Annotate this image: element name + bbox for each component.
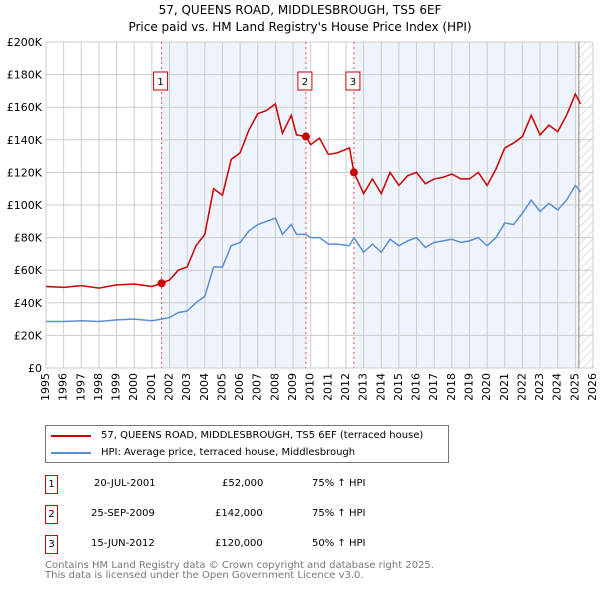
sale-date: 20-JUL-2001 (94, 478, 156, 489)
sale-hpi: 75% ↑ HPI (312, 508, 366, 519)
sale-point (301, 132, 310, 141)
sale-label: 2 (302, 77, 308, 88)
x-tick-label: 2017 (427, 373, 440, 400)
sale-row: 2 25-SEP-2009 £142,000 75% ↑ HPI (45, 505, 465, 525)
sale-label-box (297, 71, 313, 91)
footer-line: This data is licensed under the Open Gov… (45, 570, 364, 581)
sale-marker: 3 (45, 535, 58, 554)
legend-label: HPI: Average price, terraced house, Midd… (101, 447, 356, 458)
x-tick-label: 2009 (286, 373, 299, 400)
x-tick-label: 2001 (145, 373, 158, 400)
sale-date: 25-SEP-2009 (91, 508, 155, 519)
x-tick-label: 2014 (374, 373, 387, 400)
x-tick-label: 2018 (445, 373, 458, 400)
x-tick-label: 2010 (304, 373, 317, 400)
x-tick-label: 2021 (498, 373, 511, 400)
chart-title: 57, QUEENS ROAD, MIDDLESBROUGH, TS5 6EF (158, 3, 442, 17)
x-tick-label: 2025 (568, 373, 581, 400)
x-tick-label: 2003 (180, 373, 193, 400)
sale-label: 1 (157, 77, 163, 88)
x-tick-label: 1995 (39, 373, 52, 400)
sale-date: 15-JUN-2012 (91, 538, 155, 549)
x-tick-label: 2006 (233, 373, 246, 400)
sale-hpi: 75% ↑ HPI (312, 478, 366, 489)
y-tick-label: £180K (7, 69, 43, 82)
series-line (45, 92, 582, 289)
x-tick-label: 2005 (215, 373, 228, 400)
y-tick-label: £60K (14, 264, 43, 277)
x-tick-label: 2015 (392, 373, 405, 400)
sale-price: £120,000 (215, 538, 263, 549)
sale-label-box (153, 71, 169, 91)
y-tick-label: £40K (14, 297, 43, 310)
y-tick-label: £0 (28, 362, 42, 375)
x-tick-label: 1997 (74, 373, 87, 400)
sale-price: £142,000 (215, 508, 263, 519)
footer: Contains HM Land Registry data © Crown c… (45, 561, 434, 581)
x-tick-label: 2007 (251, 373, 264, 400)
y-tick-label: £120K (7, 166, 43, 179)
x-tick-label: 2013 (357, 373, 370, 400)
y-tick-label: £20K (14, 329, 43, 342)
sale-price: £52,000 (222, 478, 264, 489)
sale-row: 3 15-JUN-2012 £120,000 50% ↑ HPI (45, 535, 465, 555)
x-tick-label: 2002 (163, 373, 176, 400)
x-tick-label: 1999 (110, 373, 123, 400)
sale-point (349, 168, 358, 177)
legend-line-blue (51, 451, 91, 454)
x-tick-label: 1996 (57, 373, 70, 400)
x-tick-label: 2026 (586, 373, 599, 400)
x-tick-label: 2020 (480, 373, 493, 400)
legend-line-red (51, 434, 91, 437)
x-tick-label: 2023 (533, 373, 546, 400)
y-tick-label: £80K (14, 232, 43, 245)
sale-marker: 1 (45, 475, 58, 494)
legend-item-property: 57, QUEENS ROAD, MIDDLESBROUGH, TS5 6EF … (51, 430, 423, 441)
series-line (46, 184, 582, 323)
sale-hpi: 50% ↑ HPI (312, 538, 366, 549)
legend-label: 57, QUEENS ROAD, MIDDLESBROUGH, TS5 6EF … (101, 430, 424, 441)
x-tick-label: 2019 (462, 373, 475, 400)
y-tick-label: £100K (7, 199, 43, 212)
x-tick-label: 2000 (127, 373, 140, 400)
chart-subtitle: Price paid vs. HM Land Registry's House … (128, 20, 472, 34)
x-tick-label: 1998 (92, 373, 105, 400)
x-tick-label: 2012 (339, 373, 352, 400)
y-tick-label: £160K (7, 101, 43, 114)
x-tick-label: 2011 (321, 373, 334, 400)
sale-point (157, 279, 166, 288)
x-tick-label: 2008 (268, 373, 281, 400)
sale-label-box (345, 71, 361, 91)
sale-marker: 2 (45, 505, 58, 524)
y-tick-label: £200K (7, 36, 43, 49)
x-tick-label: 2024 (551, 373, 564, 400)
sale-label: 3 (350, 77, 356, 88)
sale-row: 1 20-JUL-2001 £52,000 75% ↑ HPI (45, 475, 465, 495)
footer-line: Contains HM Land Registry data © Crown c… (45, 560, 434, 571)
x-tick-label: 2016 (410, 373, 423, 400)
legend-item-hpi: HPI: Average price, terraced house, Midd… (51, 447, 355, 458)
plot-area: 1995 1996 1997 1998 1999 2000 2001 2002 2003 2004… (7, 36, 599, 400)
legend: 57, QUEENS ROAD, MIDDLESBROUGH, TS5 6EF … (45, 425, 449, 463)
x-tick-label: 2004 (198, 373, 211, 400)
y-tick-label: £140K (7, 134, 43, 147)
x-tick-label: 2022 (515, 373, 528, 400)
